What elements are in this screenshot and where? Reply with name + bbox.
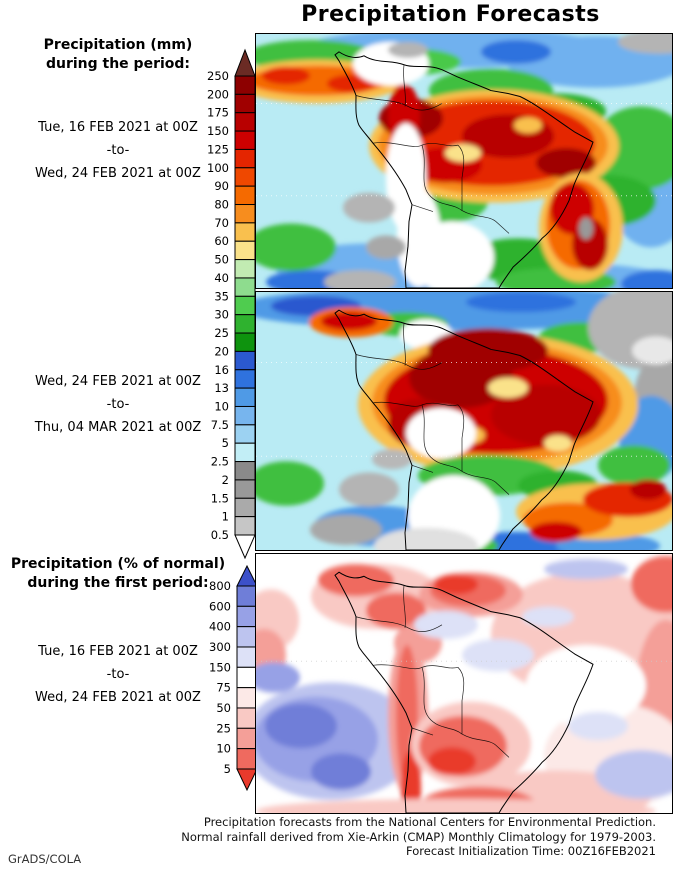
svg-text:150: 150 xyxy=(209,660,231,674)
period2-start-date: Wed, 24 FEB 2021 at 00Z xyxy=(35,374,201,389)
grads-cola-watermark: GrADS/COLA xyxy=(8,852,82,866)
svg-text:13: 13 xyxy=(214,381,229,395)
period3-end-date: Wed, 24 FEB 2021 at 00Z xyxy=(35,690,201,705)
caption: Precipitation forecasts from the Nationa… xyxy=(181,815,656,859)
svg-text:50: 50 xyxy=(214,253,229,267)
svg-text:90: 90 xyxy=(214,179,229,193)
caption-init-time-line: Forecast Initialization Time: 00Z16FEB20… xyxy=(406,844,656,859)
svg-text:70: 70 xyxy=(214,216,229,230)
colorbar-precip-mm: 2502001751501251009080706050403530252016… xyxy=(207,48,256,560)
svg-text:5: 5 xyxy=(224,762,231,776)
period1-to-label: -to- xyxy=(106,143,130,158)
svg-text:25: 25 xyxy=(216,721,231,735)
period2-end-date: Thu, 04 MAR 2021 at 00Z xyxy=(34,420,202,435)
svg-text:300: 300 xyxy=(209,640,231,654)
svg-text:100: 100 xyxy=(207,161,229,175)
period3-to-label: -to- xyxy=(106,667,130,682)
svg-text:16: 16 xyxy=(214,363,229,377)
section3-heading: Precipitation (% of normal) during the f… xyxy=(0,555,236,593)
svg-text:5: 5 xyxy=(222,436,229,450)
section3-heading-line1: Precipitation (% of normal) xyxy=(10,556,226,572)
svg-text:25: 25 xyxy=(214,326,229,340)
svg-text:60: 60 xyxy=(214,234,229,248)
period1-end-date: Wed, 24 FEB 2021 at 00Z xyxy=(35,166,201,181)
section3-dates: Tue, 16 FEB 2021 at 00Z -to- Wed, 24 FEB… xyxy=(0,640,236,709)
section1-heading-line2: during the period: xyxy=(45,56,191,72)
map-percent-of-normal-period1 xyxy=(255,553,673,814)
svg-text:75: 75 xyxy=(216,681,231,695)
svg-text:250: 250 xyxy=(207,69,229,83)
svg-text:35: 35 xyxy=(214,289,229,303)
svg-text:2: 2 xyxy=(222,473,229,487)
svg-text:125: 125 xyxy=(207,142,229,156)
map-precip-mm-period2 xyxy=(255,291,673,551)
period2-to-label: -to- xyxy=(106,397,130,412)
section1-dates: Tue, 16 FEB 2021 at 00Z -to- Wed, 24 FEB… xyxy=(0,116,236,185)
svg-text:80: 80 xyxy=(214,198,229,212)
svg-text:50: 50 xyxy=(216,701,231,715)
svg-text:30: 30 xyxy=(214,308,229,322)
svg-text:2.5: 2.5 xyxy=(211,455,229,469)
page-title: Precipitation Forecasts xyxy=(301,2,600,27)
svg-text:400: 400 xyxy=(209,620,231,634)
map-precip-mm-period1 xyxy=(255,33,673,289)
svg-text:600: 600 xyxy=(209,599,231,613)
section2-dates: Wed, 24 FEB 2021 at 00Z -to- Thu, 04 MAR… xyxy=(0,370,236,439)
svg-text:20: 20 xyxy=(214,344,229,358)
svg-text:10: 10 xyxy=(214,399,229,413)
svg-text:40: 40 xyxy=(214,271,229,285)
period1-start-date: Tue, 16 FEB 2021 at 00Z xyxy=(38,120,198,135)
svg-text:7.5: 7.5 xyxy=(211,418,229,432)
caption-climatology-line: Normal rainfall derived from Xie-Arkin (… xyxy=(181,829,656,844)
svg-text:150: 150 xyxy=(207,124,229,138)
svg-text:1.5: 1.5 xyxy=(211,491,229,505)
section1-heading-line1: Precipitation (mm) xyxy=(43,37,193,53)
svg-text:175: 175 xyxy=(207,106,229,120)
svg-text:200: 200 xyxy=(207,87,229,101)
svg-text:0.5: 0.5 xyxy=(211,528,229,542)
svg-text:800: 800 xyxy=(209,579,231,593)
section1-heading: Precipitation (mm) during the period: xyxy=(0,36,236,74)
svg-text:1: 1 xyxy=(222,510,229,524)
section3-heading-line2: during the first period: xyxy=(27,575,209,591)
period3-start-date: Tue, 16 FEB 2021 at 00Z xyxy=(38,644,198,659)
caption-source-line: Precipitation forecasts from the Nationa… xyxy=(203,815,656,829)
colorbar-percent-normal: 800 600 400 300 150 75 50 25 10 5 xyxy=(209,564,258,792)
svg-text:10: 10 xyxy=(216,742,231,756)
